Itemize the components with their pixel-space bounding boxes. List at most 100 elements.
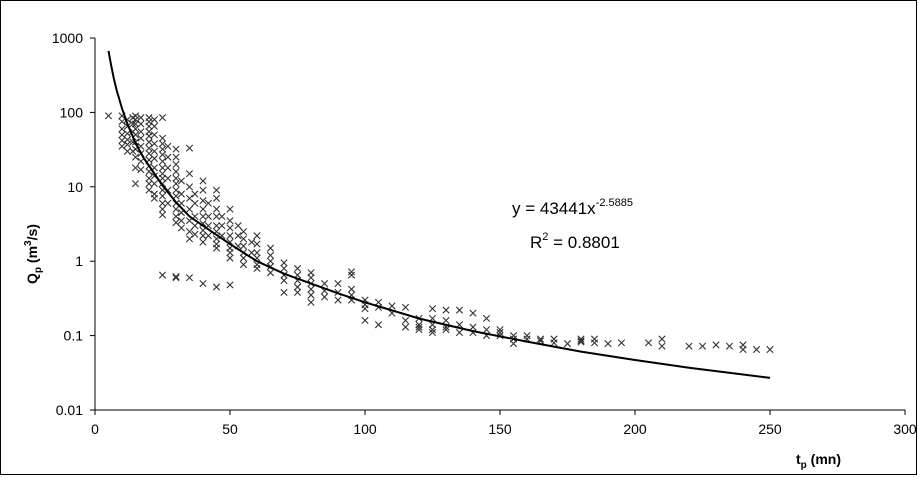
data-point (226, 205, 234, 213)
data-point (239, 235, 248, 243)
data-point (239, 242, 248, 250)
trendline (107, 50, 771, 379)
data-point (523, 332, 531, 340)
x-tick-label: 200 (623, 421, 647, 437)
data-point (253, 232, 261, 240)
data-point (401, 323, 410, 331)
data-point (253, 240, 261, 248)
data-point (131, 153, 140, 161)
y-tick-label: 1000 (52, 30, 83, 46)
data-point (428, 305, 437, 313)
y-axis-ticks: 0.01 0.1 1 10 100 1000 (52, 30, 95, 418)
data-point (212, 244, 221, 252)
data-point (185, 144, 194, 152)
data-point (401, 316, 410, 325)
data-point (415, 323, 423, 331)
data-point (177, 177, 185, 185)
data-point (617, 339, 626, 347)
data-point (150, 122, 158, 130)
data-point (199, 280, 207, 288)
data-point (185, 205, 194, 213)
data-point (191, 190, 199, 198)
equation-label: y = 43441x-2.5885 (512, 197, 633, 218)
data-point (150, 194, 158, 202)
data-point (509, 340, 518, 348)
data-point (158, 205, 167, 213)
r-squared-label: R2 = 0.8801 (530, 231, 620, 252)
y-tick-label: 0.1 (64, 328, 84, 344)
data-point (158, 140, 167, 148)
x-tick-label: 50 (222, 421, 238, 437)
data-point (658, 335, 666, 343)
data-point (280, 259, 288, 267)
data-point (199, 238, 207, 246)
data-point (199, 220, 207, 228)
data-point (725, 342, 734, 350)
data-point (172, 168, 180, 176)
data-point (145, 122, 153, 130)
data-point (590, 339, 599, 347)
data-point (293, 283, 302, 291)
data-point (164, 164, 172, 172)
data-point (150, 131, 158, 139)
data-point (158, 271, 167, 279)
data-point (177, 224, 185, 232)
data-point (577, 337, 585, 345)
scatter-points (104, 112, 774, 354)
data-point (172, 153, 180, 161)
data-point (239, 228, 248, 236)
data-point (658, 342, 666, 350)
data-point (347, 271, 356, 279)
data-point (644, 339, 653, 347)
data-point (280, 276, 288, 285)
data-point (137, 120, 145, 128)
data-point (428, 328, 437, 337)
data-point (129, 120, 137, 128)
x-axis-ticks: 0 50 100 150 200 250 300 (91, 410, 917, 437)
data-point (280, 288, 288, 297)
data-point (199, 186, 207, 194)
data-point (145, 132, 153, 140)
data-point (172, 174, 180, 182)
data-point (218, 212, 226, 220)
data-point (266, 244, 275, 252)
data-point (248, 249, 256, 257)
data-point (752, 345, 761, 354)
data-point (199, 212, 207, 220)
data-point (550, 339, 558, 347)
data-point (199, 197, 207, 205)
data-point (266, 269, 275, 277)
data-point (226, 217, 234, 225)
data-point (158, 174, 167, 182)
data-point (482, 326, 491, 334)
data-point (212, 205, 221, 213)
data-point (158, 211, 167, 219)
x-tick-label: 150 (488, 421, 512, 437)
data-point (172, 180, 180, 188)
data-point (137, 128, 145, 136)
data-point (536, 335, 545, 343)
data-point (307, 291, 315, 299)
data-point (212, 212, 221, 220)
plot-area: 0 50 100 150 200 250 300 0.01 0.1 1 10 100 1000 (52, 30, 917, 437)
y-axis-title: Qp (m3/s) (23, 224, 44, 284)
y-tick-label: 0.01 (56, 402, 83, 418)
data-point (563, 340, 572, 348)
data-point (226, 254, 234, 262)
data-point (131, 164, 140, 172)
data-point (469, 323, 477, 331)
data-point (158, 114, 167, 122)
data-point (191, 199, 199, 207)
data-point (739, 345, 747, 354)
data-point (698, 342, 707, 350)
data-point (137, 166, 145, 174)
data-point (293, 288, 302, 297)
data-point (685, 342, 693, 350)
data-point (185, 170, 194, 178)
data-point (428, 326, 437, 334)
data-point (307, 298, 315, 306)
data-point (455, 306, 464, 314)
data-point (164, 174, 172, 182)
data-point (164, 142, 172, 150)
